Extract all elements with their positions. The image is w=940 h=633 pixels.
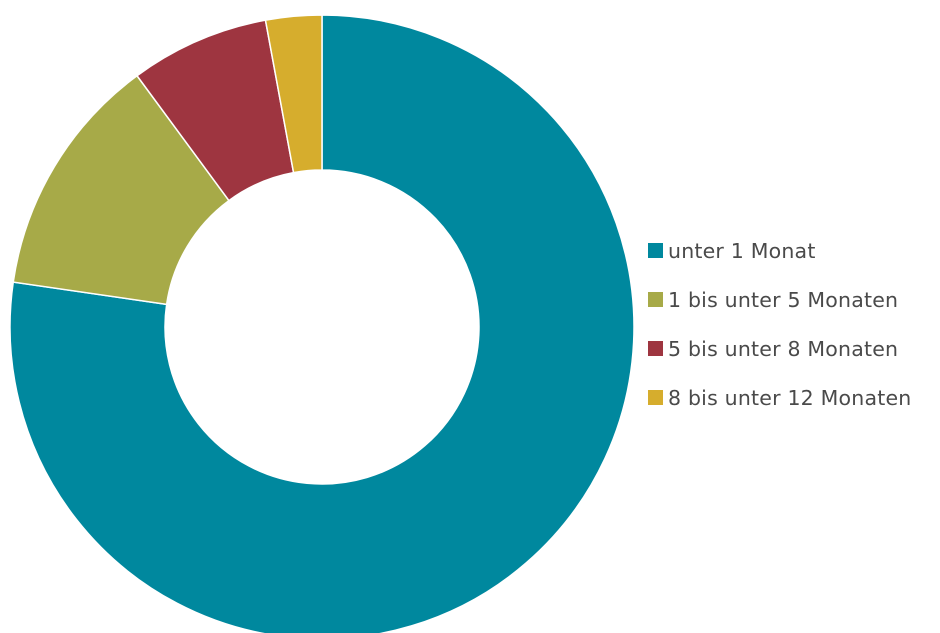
donut-slices: [9, 14, 635, 633]
legend-swatch-5-bis-unter-8-monaten: [648, 341, 663, 356]
legend-item-1-bis-unter-5-monaten: 1 bis unter 5 Monaten: [648, 283, 911, 316]
donut-slice-unter-1-monat: [9, 14, 635, 633]
chart-legend: unter 1 Monat 1 bis unter 5 Monaten 5 bi…: [648, 234, 911, 430]
legend-item-unter-1-monat: unter 1 Monat: [648, 234, 911, 267]
legend-item-8-bis-unter-12-monaten: 8 bis unter 12 Monaten: [648, 381, 911, 414]
legend-label-5-bis-unter-8-monaten: 5 bis unter 8 Monaten: [668, 336, 899, 361]
legend-swatch-8-bis-unter-12-monaten: [648, 390, 663, 405]
donut-slice-8-bis-unter-12-monaten: [264, 14, 323, 174]
legend-label-1-bis-unter-5-monaten: 1 bis unter 5 Monaten: [668, 287, 899, 312]
legend-swatch-unter-1-monat: [648, 243, 663, 258]
donut-slice-1-bis-unter-5-monaten: [12, 74, 230, 306]
legend-swatch-1-bis-unter-5-monaten: [648, 292, 663, 307]
legend-item-5-bis-unter-8-monaten: 5 bis unter 8 Monaten: [648, 332, 911, 365]
legend-label-8-bis-unter-12-monaten: 8 bis unter 12 Monaten: [668, 385, 912, 410]
legend-label-unter-1-monat: unter 1 Monat: [668, 238, 816, 263]
